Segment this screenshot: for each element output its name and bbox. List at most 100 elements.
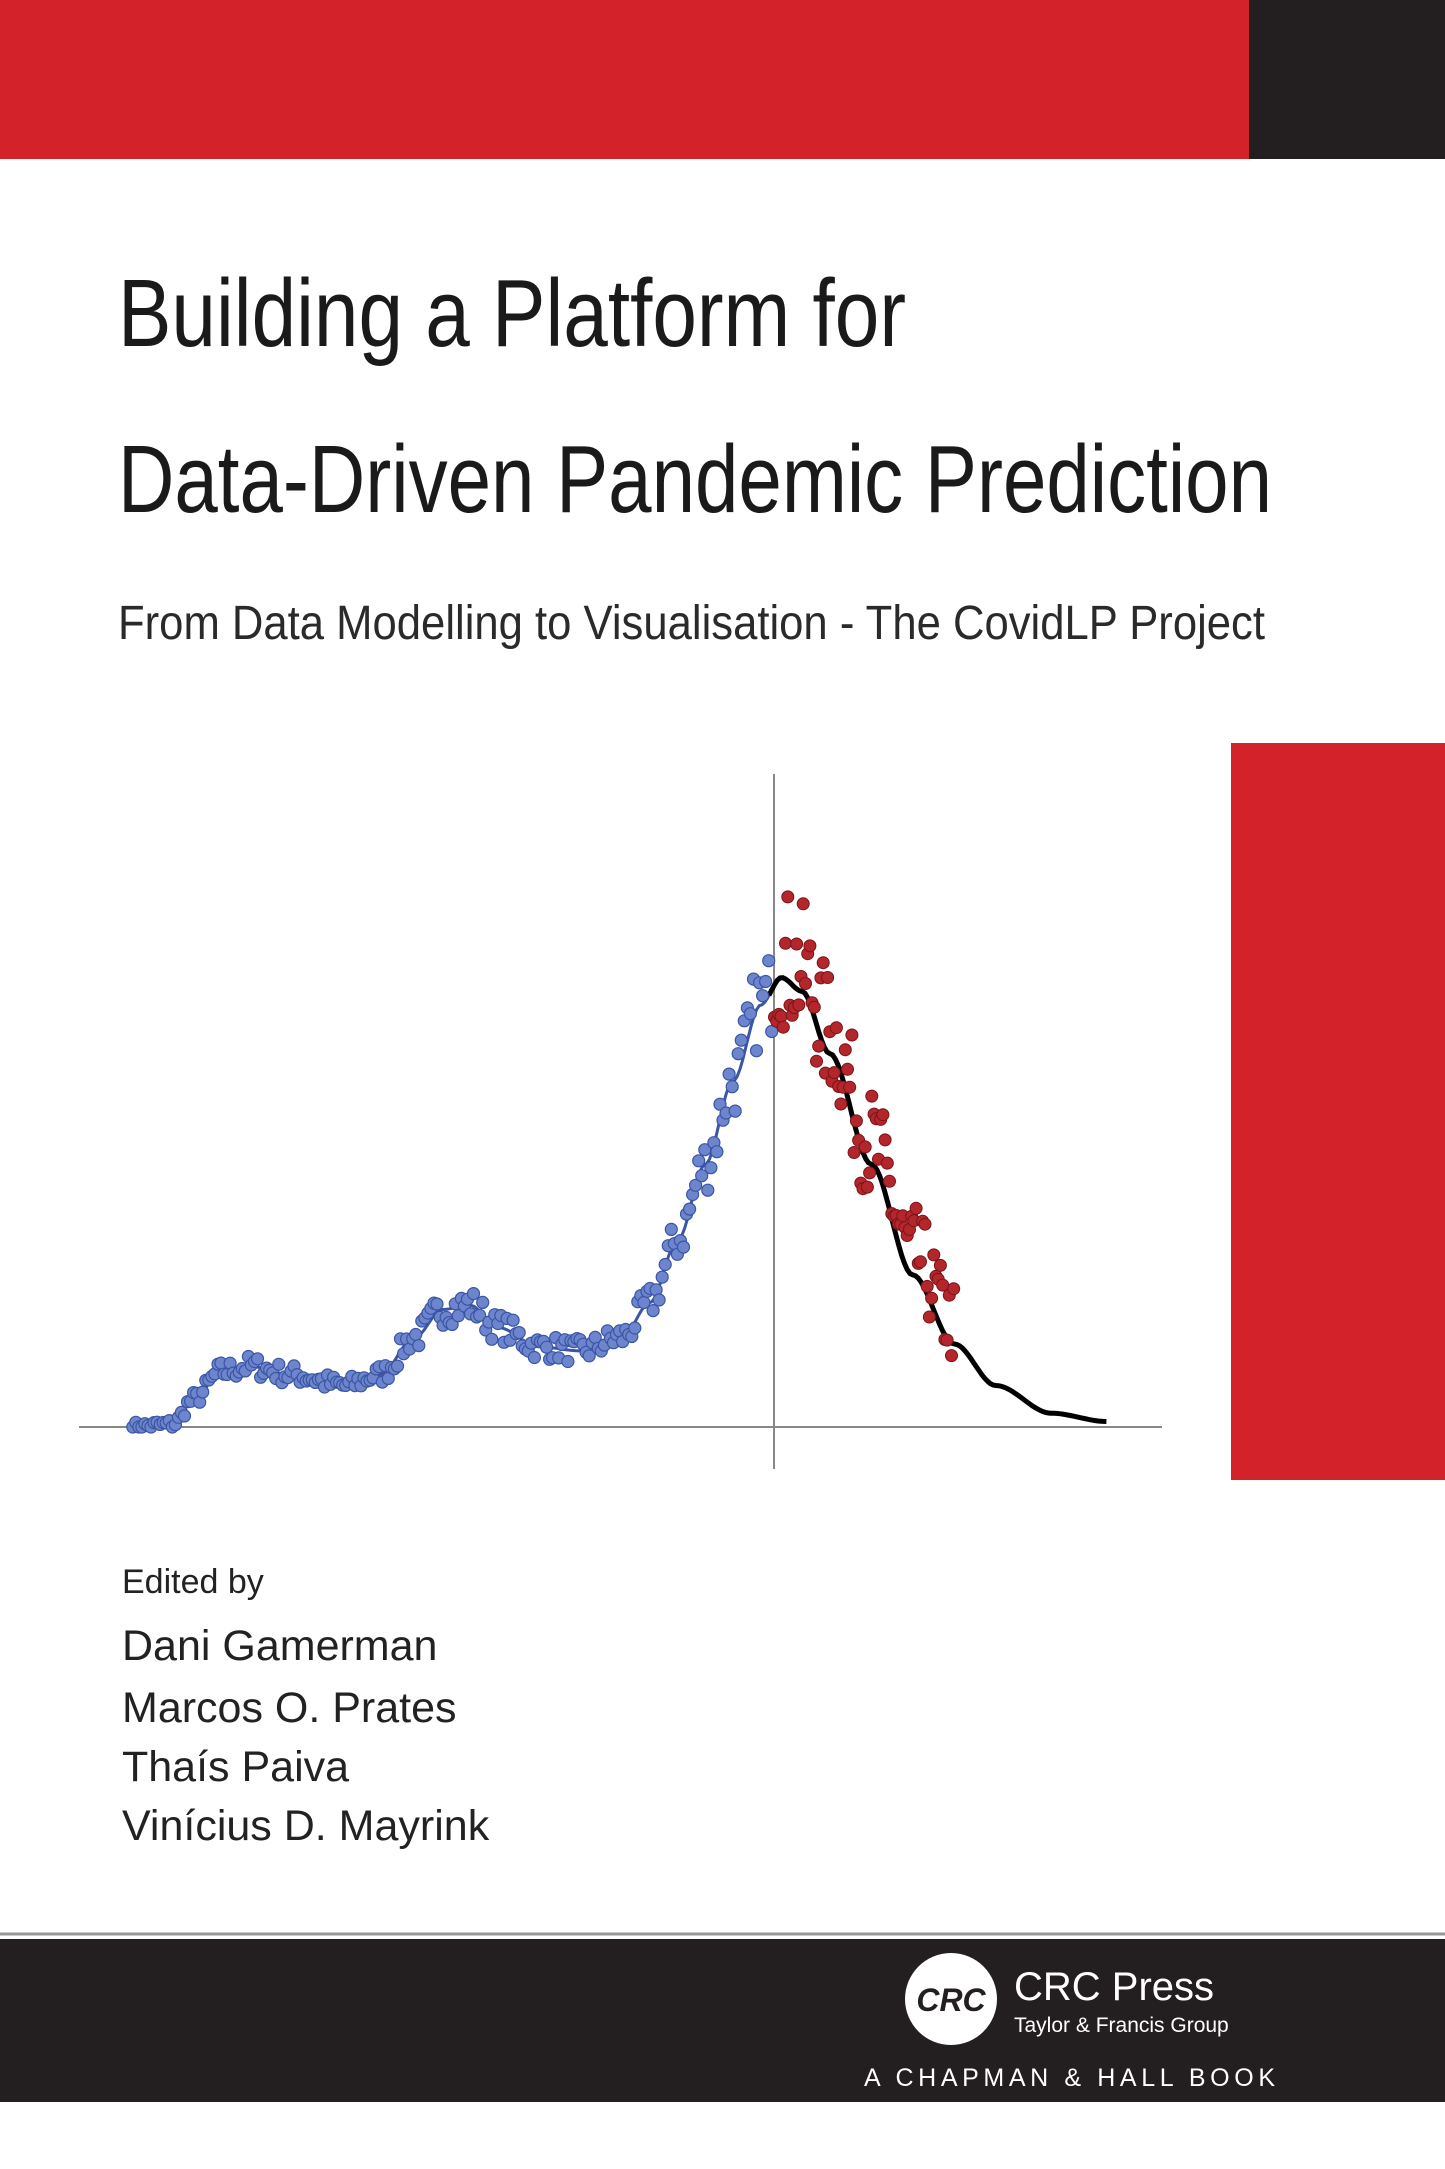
- dot: [196, 1385, 210, 1399]
- dot: [682, 1202, 697, 1216]
- dot: [412, 1338, 426, 1353]
- dot: [430, 1297, 444, 1311]
- dot: [827, 1066, 841, 1080]
- dot: [779, 936, 792, 950]
- dot: [909, 1201, 923, 1215]
- dot: [776, 1020, 790, 1034]
- imprint: A CHAPMAN & HALL BOOK: [864, 2064, 1275, 2092]
- dot: [781, 890, 795, 904]
- dot: [628, 1321, 642, 1335]
- top-red-band: [0, 0, 1249, 159]
- logo-text: CRC: [916, 1982, 986, 2018]
- dot: [858, 1140, 872, 1154]
- dot: [812, 1039, 826, 1053]
- dot: [539, 1340, 554, 1354]
- dot: [701, 1183, 715, 1197]
- dot: [658, 1257, 672, 1272]
- dot: [922, 1310, 936, 1324]
- editor-name: Thaís Paiva: [122, 1743, 349, 1791]
- publisher-name: CRC Press: [1014, 1965, 1214, 2009]
- dot: [731, 1047, 745, 1061]
- editor-name: Vinícius D. Mayrink: [122, 1802, 490, 1850]
- dot: [695, 1169, 709, 1183]
- subtitle: From Data Modelling to Visualisation - T…: [118, 597, 1265, 650]
- projection-line: [766, 975, 1107, 1424]
- dot: [810, 1054, 823, 1068]
- dot: [807, 1000, 821, 1014]
- dot: [790, 937, 804, 951]
- dot: [646, 1303, 660, 1318]
- dot: [847, 1146, 861, 1159]
- dot: [758, 974, 773, 989]
- dot: [849, 1114, 863, 1128]
- top-black-band: [1249, 0, 1445, 159]
- dot: [692, 1154, 706, 1168]
- dot: [704, 1161, 718, 1175]
- title-line: Building a Platform for: [118, 260, 906, 367]
- dot: [485, 1332, 499, 1346]
- dot: [925, 1291, 939, 1305]
- dot: [940, 1333, 954, 1347]
- editor-name: Dani Gamerman: [122, 1622, 437, 1670]
- dot: [834, 1097, 848, 1111]
- dot: [878, 1133, 892, 1147]
- publisher-group: Taylor & Francis Group: [1014, 2014, 1229, 2037]
- dot: [527, 1350, 542, 1365]
- dot: [512, 1325, 526, 1340]
- dot: [821, 971, 835, 984]
- dot: [880, 1156, 894, 1170]
- bottom-band: [0, 1939, 1445, 2102]
- dot: [792, 998, 806, 1012]
- dot: [860, 1180, 874, 1194]
- dot: [734, 1033, 748, 1047]
- dot: [838, 1043, 852, 1057]
- dot: [914, 1255, 927, 1269]
- dot: [688, 1178, 703, 1192]
- logo-circle: [905, 1953, 997, 2045]
- dot: [843, 1080, 857, 1094]
- dot: [876, 1108, 890, 1122]
- dot: [506, 1313, 520, 1327]
- dot: [816, 956, 830, 970]
- dot: [920, 1279, 934, 1293]
- illustration: [79, 774, 1162, 1469]
- dot: [945, 1349, 958, 1363]
- dot: [803, 939, 817, 953]
- dot: [774, 1009, 788, 1023]
- editor-name: Marcos O. Prates: [122, 1684, 457, 1732]
- dot: [765, 1024, 779, 1039]
- dot: [390, 1359, 405, 1373]
- dot: [743, 1007, 758, 1021]
- dot: [409, 1327, 423, 1342]
- dot: [722, 1067, 736, 1081]
- dot: [655, 1270, 669, 1284]
- dot: [865, 1089, 879, 1103]
- dot: [762, 954, 776, 968]
- dot: [582, 1349, 596, 1363]
- title-line: Data-Driven Pandemic Prediction: [118, 426, 1272, 533]
- dot: [749, 1044, 764, 1058]
- dot: [561, 1354, 575, 1369]
- dot: [796, 897, 810, 911]
- dot: [710, 1145, 724, 1159]
- side-red-block: [1231, 743, 1445, 1480]
- dot: [473, 1308, 487, 1322]
- dot: [863, 1166, 877, 1180]
- dot: [755, 989, 770, 1003]
- dot: [652, 1293, 666, 1307]
- dot: [466, 1286, 481, 1301]
- dot: [272, 1357, 286, 1371]
- dot: [829, 1021, 843, 1035]
- dot: [845, 1028, 859, 1042]
- dot: [799, 977, 812, 990]
- editors-label: Edited by: [122, 1563, 264, 1601]
- dot: [728, 1104, 742, 1118]
- dot: [250, 1352, 265, 1366]
- dot: [664, 1222, 678, 1237]
- dot: [918, 1217, 932, 1231]
- dot: [676, 1240, 691, 1254]
- dot: [927, 1248, 941, 1262]
